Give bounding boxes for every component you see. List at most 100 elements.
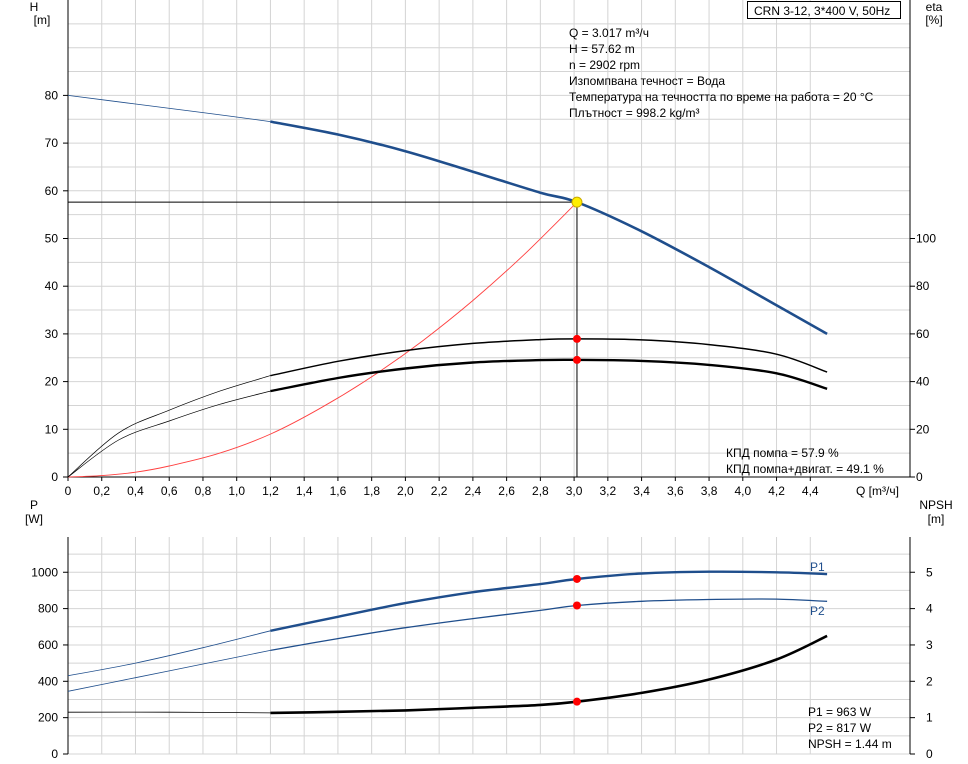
pump-efficiency-curve [270,338,828,377]
eta-axis-unit: [%] [925,13,942,27]
info-head: H = 57.62 m [569,42,635,56]
p-tick-label: 600 [38,638,58,652]
npsh-tick-label: 5 [926,565,933,579]
total-efficiency-curve-lowflow [67,390,271,478]
x-tick-label: 1,2 [262,484,279,498]
p-tick-label: 200 [38,711,58,725]
x-tick-label: 2,0 [397,484,414,498]
h-tick-label: 60 [45,184,59,198]
duty-point [572,601,581,610]
h-tick-label: 20 [45,375,59,389]
x-tick-label: 0,8 [195,484,212,498]
operating-info-block: Q = 3.017 m³/ч H = 57.62 m n = 2902 rpm … [569,25,873,121]
eta-tick-label: 40 [916,375,930,389]
x-tick-label: 0,4 [127,484,144,498]
npsh-tick-label: 3 [926,638,933,652]
series [67,95,828,715]
x-tick-label: 3,2 [599,484,616,498]
eta-axis-label: eta [926,0,943,14]
eta-tick-label: 0 [916,470,923,484]
duty-point [572,697,581,706]
duty-point [572,574,581,583]
x-tick-label: 4,0 [734,484,751,498]
x-tick-label: 1,4 [296,484,313,498]
axes [63,0,915,755]
p2-curve-lowflow [67,650,271,692]
efficiency-point [572,334,581,343]
npsh-axis-unit: [m] [928,512,945,526]
power-info-block: P1 = 963 W P2 = 817 W NPSH = 1.44 m [808,704,892,752]
h-tick-label: 10 [45,422,59,436]
info-liquid: Изпомпвана течност = Вода [569,74,726,88]
h-tick-label: 0 [51,470,58,484]
p2-curve [270,598,828,652]
eta-tick-label: 80 [916,279,930,293]
p-tick-label: 400 [38,674,58,688]
h-tick-label: 40 [45,279,59,293]
x-tick-label: 1,0 [228,484,245,498]
h-axis-unit: [m] [34,13,51,27]
x-tick-label: 2,6 [498,484,515,498]
npsh-tick-label: 2 [926,674,933,688]
info-p1: P1 = 963 W [808,705,872,719]
system-curve [67,201,578,478]
info-temperature: Температура на течността по време на раб… [569,90,874,104]
info-density: Плътност = 998.2 kg/m³ [569,106,700,120]
info-total-efficiency: КПД помпа+двигат. = 49.1 % [726,462,884,476]
p1-curve-lowflow [67,630,271,677]
eta-tick-label: 20 [916,422,930,436]
x-tick-label: 3,4 [633,484,650,498]
x-tick-label: 3,0 [566,484,583,498]
operating-point [571,196,583,208]
x-tick-label: 1,6 [330,484,347,498]
pump-efficiency-curve-lowflow [67,375,271,478]
tick-labels: 0 0,2 0,4 0,6 0,8 1,0 1,2 1,4 1,6 1,8 2,0 2,2 2,4 2,6… [31,88,936,761]
p1-series-label: P1 [810,560,825,574]
eta-tick-label: 100 [916,232,936,246]
p-axis-unit: [W] [25,512,43,526]
p-tick-label: 0 [51,747,58,761]
p-axis-label: P [30,498,38,512]
x-tick-label: 2,8 [532,484,549,498]
npsh-curve [270,634,828,715]
points [571,196,583,706]
x-tick-label: 1,8 [363,484,380,498]
info-p2: P2 = 817 W [808,721,872,735]
x-tick-label: 3,8 [701,484,718,498]
total-efficiency-curve [270,358,828,393]
x-tick-label: 3,6 [667,484,684,498]
head-curve [270,120,828,336]
npsh-tick-label: 1 [926,711,933,725]
p1-curve [270,570,828,632]
x-tick-label: 2,4 [465,484,482,498]
x-tick-label: 0,2 [93,484,110,498]
p-tick-label: 800 [38,602,58,616]
info-pump-efficiency: КПД помпа = 57.9 % [726,446,839,460]
info-npsh: NPSH = 1.44 m [808,737,892,751]
info-speed: n = 2902 rpm [569,58,641,72]
x-tick-label: 0,6 [161,484,178,498]
efficiency-point [572,355,581,364]
npsh-tick-label: 4 [926,602,933,616]
h-axis-label: H [30,0,39,14]
npsh-tick-label: 0 [926,747,933,761]
npsh-curve-lowflow [67,711,271,714]
h-tick-label: 30 [45,327,59,341]
x-tick-label: 4,4 [802,484,819,498]
info-flow: Q = 3.017 m³/ч [569,26,649,40]
p2-series-label: P2 [810,604,825,618]
q-axis-label: Q [m³/ч] [856,484,899,498]
h-tick-label: 80 [45,88,59,102]
npsh-axis-label: NPSH [919,498,952,512]
p-tick-label: 1000 [31,565,58,579]
x-tick-label: 2,2 [431,484,448,498]
x-tick-label: 4,2 [768,484,785,498]
x-tick-label: 0 [65,484,72,498]
head-curve-lowflow [67,95,271,122]
eta-tick-label: 60 [916,327,930,341]
model-title-box: CRN 3-12, 3*400 V, 50Hz [747,1,901,19]
h-tick-label: 70 [45,136,59,150]
h-tick-label: 50 [45,232,59,246]
efficiency-info-block: КПД помпа = 57.9 % КПД помпа+двигат. = 4… [726,445,884,477]
